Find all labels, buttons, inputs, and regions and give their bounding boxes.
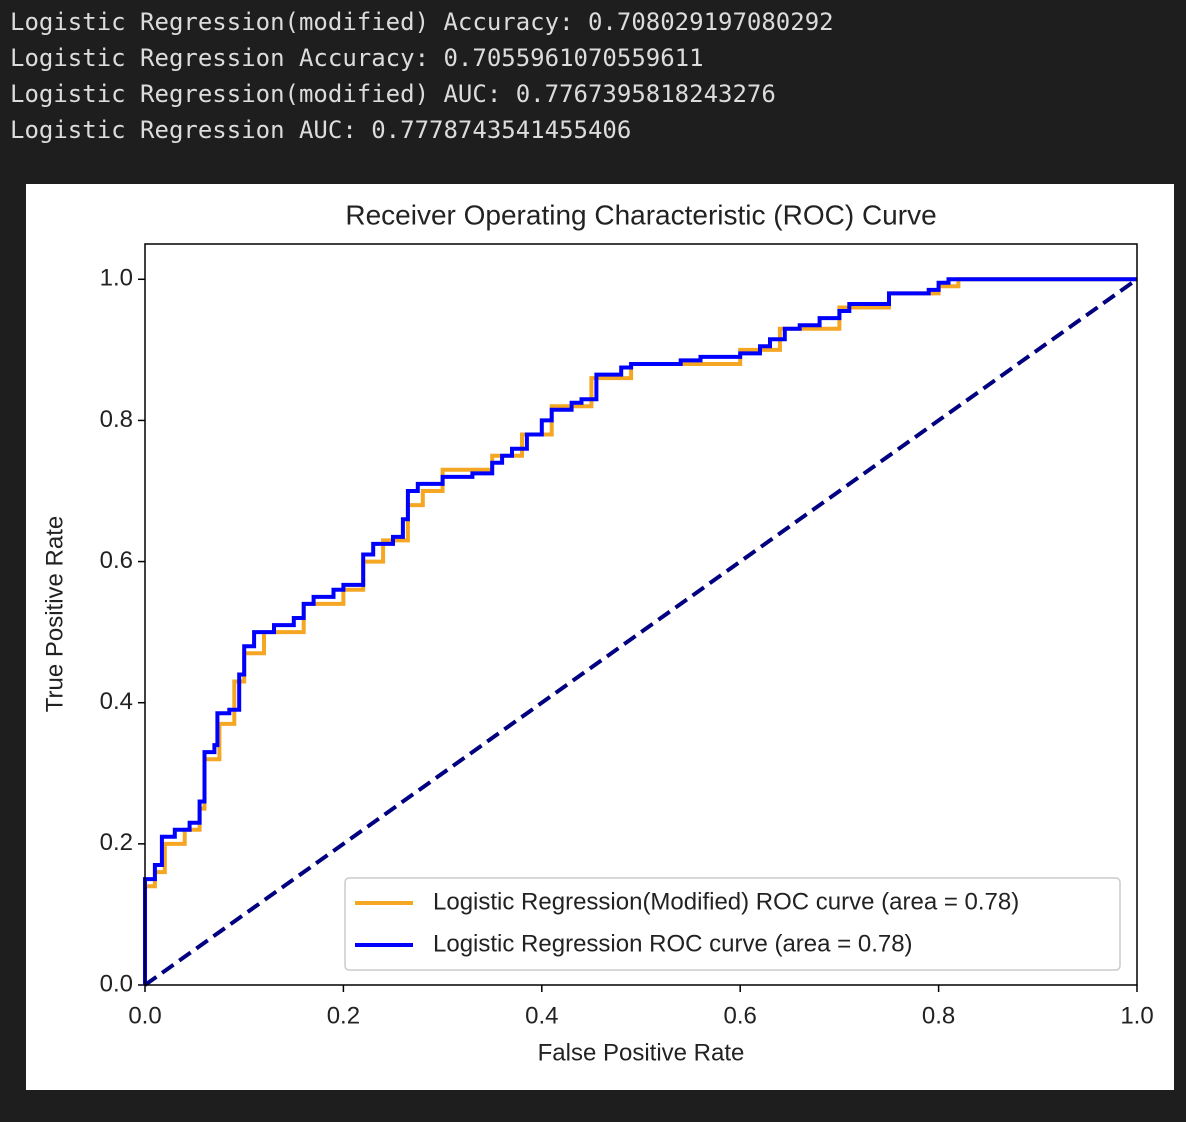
x-tick-label: 0.8 bbox=[922, 1002, 955, 1029]
legend-label: Logistic Regression ROC curve (area = 0.… bbox=[433, 930, 913, 957]
x-tick-label: 0.2 bbox=[327, 1002, 360, 1029]
x-tick-label: 0.6 bbox=[724, 1002, 757, 1029]
y-tick-label: 0.2 bbox=[100, 829, 133, 856]
y-tick-label: 0.8 bbox=[100, 406, 133, 433]
legend-box bbox=[344, 877, 1121, 971]
x-tick-label: 0.0 bbox=[128, 1002, 161, 1029]
console-line: Logistic Regression AUC: 0.7778743541455… bbox=[10, 116, 631, 144]
chart: Receiver Operating Characteristic (ROC) … bbox=[26, 184, 1174, 1090]
console-line: Logistic Regression(modified) AUC: 0.776… bbox=[10, 80, 776, 108]
x-axis-label: False Positive Rate bbox=[538, 1039, 745, 1066]
y-tick-label: 0.6 bbox=[100, 547, 133, 574]
console-line: Logistic Regression(modified) Accuracy: … bbox=[10, 8, 834, 36]
y-axis-label: True Positive Rate bbox=[41, 516, 68, 713]
y-tick-label: 0.0 bbox=[100, 970, 133, 997]
console-line: Logistic Regression Accuracy: 0.70559610… bbox=[10, 44, 704, 72]
chart-title: Receiver Operating Characteristic (ROC) … bbox=[345, 199, 936, 230]
plot-frame bbox=[144, 243, 1138, 986]
x-tick-label: 1.0 bbox=[1120, 1002, 1153, 1029]
legend-label: Logistic Regression(Modified) ROC curve … bbox=[433, 888, 1019, 915]
y-tick-label: 0.4 bbox=[100, 688, 133, 715]
plot-area: 0.0 0.2 0.4 0.6 0.8 1.0 0.0 0.2 0.4 0.6 0.8 1.0 Logi… bbox=[100, 243, 1154, 1029]
y-tick-label: 1.0 bbox=[100, 265, 133, 292]
diagonal-line bbox=[143, 277, 1139, 987]
x-tick-label: 0.4 bbox=[525, 1002, 558, 1029]
console-output: Logistic Regression(modified) Accuracy: … bbox=[10, 8, 834, 144]
roc-curve bbox=[143, 277, 1137, 985]
